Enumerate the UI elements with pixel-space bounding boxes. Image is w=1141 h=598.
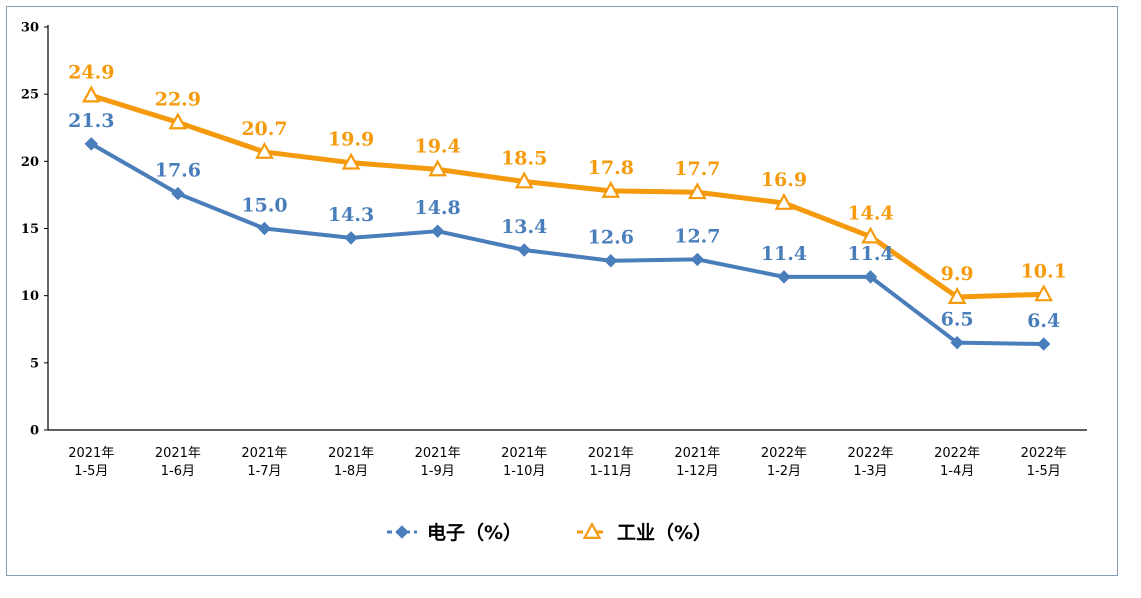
data-point bbox=[344, 231, 358, 245]
data-label: 14.4 bbox=[847, 203, 893, 225]
x-tick-label: 2021年 1-7月 bbox=[241, 446, 287, 479]
series-line bbox=[88, 93, 1047, 300]
data-point bbox=[257, 221, 272, 236]
data-point bbox=[255, 141, 274, 159]
data-label: 6.4 bbox=[1027, 310, 1060, 332]
data-point bbox=[517, 243, 531, 257]
data-label: 17.8 bbox=[588, 157, 634, 179]
data-point bbox=[604, 254, 618, 268]
line-chart: 0 5 10 15 20 25 30 2021年 1-5月 2021年 1-6月 2021年 1-7月… bbox=[21, 21, 1087, 544]
data-point bbox=[428, 159, 447, 177]
data-point bbox=[688, 182, 707, 200]
data-point bbox=[430, 224, 445, 238]
x-tick-label: 2021年 1-12月 bbox=[674, 446, 720, 479]
data-label: 21.3 bbox=[68, 110, 114, 132]
y-axis-ticks: 0 5 10 15 20 25 30 bbox=[21, 21, 48, 439]
data-label: 11.4 bbox=[847, 243, 893, 265]
data-point bbox=[395, 525, 409, 539]
series-data-labels: 21.3 17.6 15.0 14.3 14.8 13.4 12.6 12.7 11.4 11.4… bbox=[68, 62, 1067, 333]
data-label: 14.8 bbox=[414, 197, 460, 219]
legend: 电子（%） 工业（%） bbox=[387, 521, 712, 544]
data-label: 19.9 bbox=[328, 129, 374, 151]
data-label: 6.5 bbox=[941, 309, 974, 331]
data-label: 12.7 bbox=[674, 225, 720, 247]
data-label: 19.4 bbox=[414, 135, 460, 157]
x-tick-label: 2022年 1-4月 bbox=[934, 446, 980, 479]
x-tick-label: 2021年 1-5月 bbox=[68, 446, 114, 479]
data-point bbox=[168, 112, 188, 130]
data-label: 17.7 bbox=[674, 158, 720, 180]
data-label: 13.4 bbox=[501, 216, 547, 238]
data-label: 14.3 bbox=[328, 204, 374, 226]
y-tick-label: 15 bbox=[21, 222, 39, 237]
x-tick-label: 2021年 1-10月 bbox=[501, 446, 547, 479]
data-point bbox=[81, 85, 101, 103]
data-point bbox=[514, 171, 534, 189]
legend-label: 电子（%） bbox=[427, 521, 522, 544]
data-point bbox=[1037, 337, 1051, 351]
y-tick-label: 25 bbox=[21, 88, 39, 103]
x-tick-label: 2021年 1-9月 bbox=[415, 446, 461, 479]
data-label: 16.9 bbox=[761, 169, 807, 191]
data-label: 17.6 bbox=[155, 160, 201, 182]
chart-frame: 0 5 10 15 20 25 30 2021年 1-5月 2021年 1-6月 2021年 1-7月… bbox=[6, 6, 1118, 576]
data-point bbox=[690, 252, 705, 267]
x-tick-label: 2021年 1-8月 bbox=[328, 446, 374, 479]
series-markers bbox=[81, 85, 1054, 351]
data-label: 10.1 bbox=[1021, 260, 1067, 282]
data-point bbox=[582, 521, 602, 539]
x-tick-label: 2022年 1-5月 bbox=[1021, 446, 1067, 479]
data-point bbox=[947, 286, 967, 304]
x-tick-label: 2022年 1-3月 bbox=[847, 446, 893, 479]
data-label: 9.9 bbox=[941, 263, 974, 285]
legend-item: 电子（%） bbox=[387, 521, 522, 544]
x-tick-label: 2022年 1-2月 bbox=[761, 446, 807, 479]
y-tick-label: 10 bbox=[21, 289, 39, 304]
data-point bbox=[774, 192, 794, 210]
data-point bbox=[861, 226, 880, 244]
data-point bbox=[601, 180, 621, 198]
y-tick-label: 30 bbox=[21, 21, 39, 36]
axes bbox=[47, 25, 1087, 431]
data-label: 12.6 bbox=[588, 227, 634, 249]
y-tick-label: 0 bbox=[30, 424, 39, 439]
data-point bbox=[1034, 284, 1054, 302]
data-label: 22.9 bbox=[155, 88, 201, 110]
legend-label: 工业（%） bbox=[617, 521, 712, 544]
data-label: 11.4 bbox=[761, 243, 807, 265]
legend-item: 工业（%） bbox=[577, 521, 712, 544]
x-axis-categories: 2021年 1-5月 2021年 1-6月 2021年 1-7月 2021年 1-8月 2021… bbox=[68, 446, 1067, 479]
data-point bbox=[777, 270, 791, 284]
data-label: 18.5 bbox=[501, 147, 547, 169]
data-point bbox=[341, 152, 361, 170]
data-label: 15.0 bbox=[241, 195, 287, 217]
data-point bbox=[950, 335, 964, 350]
x-tick-label: 2021年 1-6月 bbox=[155, 446, 201, 479]
series-line bbox=[89, 141, 1046, 347]
data-point bbox=[863, 270, 878, 284]
y-tick-label: 20 bbox=[21, 155, 39, 170]
y-tick-label: 5 bbox=[30, 356, 39, 371]
x-tick-label: 2021年 1-11月 bbox=[588, 446, 634, 479]
data-label: 20.7 bbox=[241, 118, 287, 140]
data-point bbox=[171, 186, 185, 201]
series-lines bbox=[88, 93, 1047, 347]
data-label: 24.9 bbox=[68, 62, 114, 84]
data-point bbox=[84, 137, 98, 151]
